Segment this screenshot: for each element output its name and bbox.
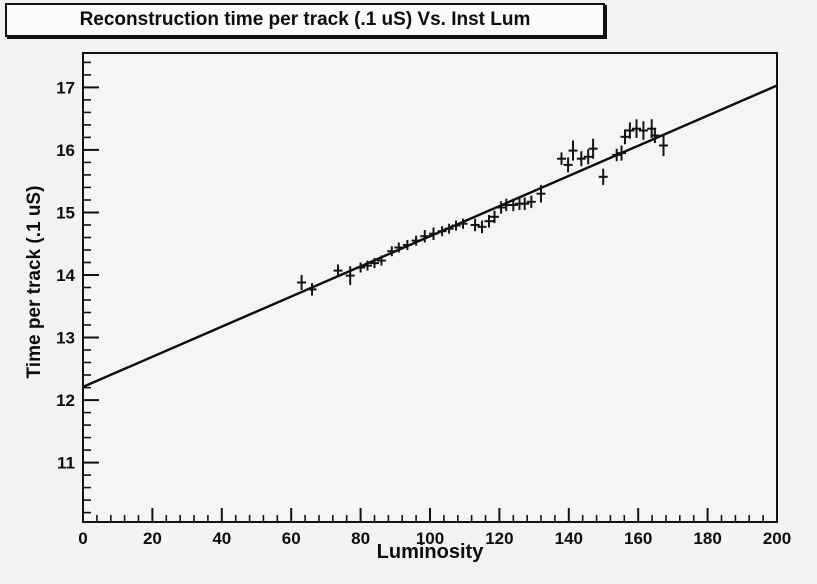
x-axis-title: Luminosity [376, 541, 484, 563]
svg-text:13: 13 [56, 329, 75, 348]
svg-text:14: 14 [56, 266, 75, 285]
svg-text:180: 180 [693, 529, 721, 548]
y-minor-ticks [84, 61, 91, 514]
svg-text:80: 80 [351, 529, 370, 548]
svg-text:140: 140 [555, 529, 583, 548]
svg-text:11: 11 [57, 454, 75, 473]
svg-text:120: 120 [485, 529, 513, 548]
fit-line [82, 84, 778, 389]
chart-title-box: Reconstruction time per track (.1 uS) Vs… [5, 3, 605, 37]
y-tick-labels: 11 12 13 14 15 16 17 [56, 78, 75, 472]
svg-text:12: 12 [56, 391, 75, 410]
svg-text:0: 0 [78, 529, 87, 548]
y-major-ticks [84, 86, 99, 464]
plot-frame [82, 52, 778, 523]
svg-text:17: 17 [56, 78, 75, 97]
svg-text:100: 100 [416, 529, 444, 548]
svg-text:16: 16 [56, 141, 75, 160]
svg-text:40: 40 [212, 529, 231, 548]
svg-text:20: 20 [143, 529, 162, 548]
x-minor-ticks [96, 515, 764, 521]
svg-text:60: 60 [282, 529, 301, 548]
data-points-reco-time-vs-lum [297, 119, 668, 296]
svg-text:15: 15 [56, 204, 75, 223]
chart-title: Reconstruction time per track (.1 uS) Vs… [79, 9, 531, 30]
y-axis-title: Time per track (.1 uS) [24, 185, 45, 379]
svg-text:160: 160 [624, 529, 652, 548]
x-tick-labels: 0 20 40 60 80 100 120 140 160 180 200 [78, 529, 791, 548]
svg-text:200: 200 [763, 529, 791, 548]
x-major-ticks [82, 508, 778, 521]
